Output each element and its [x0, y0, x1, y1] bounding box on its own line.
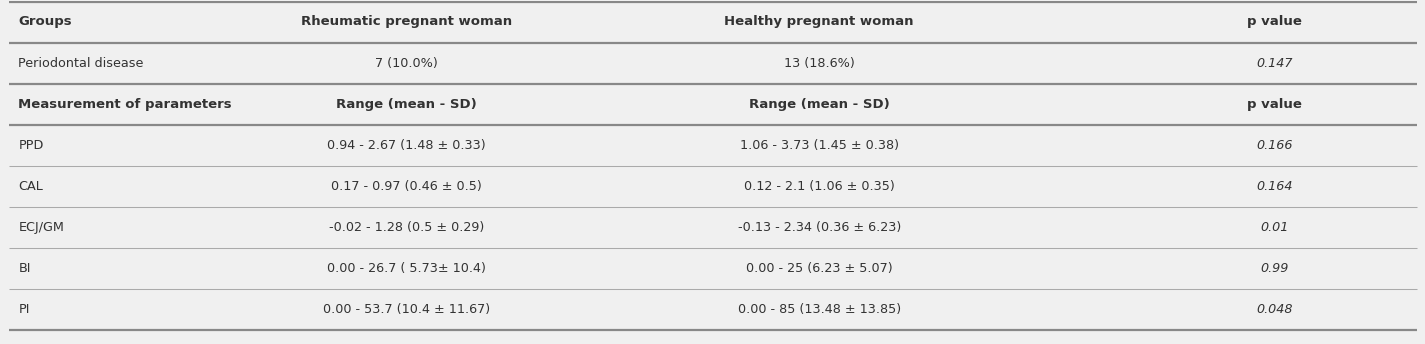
Text: 0.164: 0.164 — [1255, 180, 1292, 193]
Text: 0.048: 0.048 — [1255, 303, 1292, 316]
Text: -0.13 - 2.34 (0.36 ± 6.23): -0.13 - 2.34 (0.36 ± 6.23) — [738, 221, 901, 234]
Text: Measurement of parameters: Measurement of parameters — [19, 98, 232, 111]
Text: Healthy pregnant woman: Healthy pregnant woman — [724, 15, 913, 29]
Text: Range (mean - SD): Range (mean - SD) — [748, 98, 889, 111]
Text: PPD: PPD — [19, 139, 44, 152]
Text: 0.00 - 25 (6.23 ± 5.07): 0.00 - 25 (6.23 ± 5.07) — [745, 262, 892, 275]
Text: 0.12 - 2.1 (1.06 ± 0.35): 0.12 - 2.1 (1.06 ± 0.35) — [744, 180, 895, 193]
Text: 0.99: 0.99 — [1260, 262, 1288, 275]
Text: 0.94 - 2.67 (1.48 ± 0.33): 0.94 - 2.67 (1.48 ± 0.33) — [328, 139, 486, 152]
Text: p value: p value — [1247, 15, 1301, 29]
Text: 0.147: 0.147 — [1255, 56, 1292, 69]
Text: 1.06 - 3.73 (1.45 ± 0.38): 1.06 - 3.73 (1.45 ± 0.38) — [740, 139, 899, 152]
Text: 0.17 - 0.97 (0.46 ± 0.5): 0.17 - 0.97 (0.46 ± 0.5) — [332, 180, 482, 193]
Text: p value: p value — [1247, 98, 1301, 111]
Text: Periodontal disease: Periodontal disease — [19, 56, 144, 69]
Text: -0.02 - 1.28 (0.5 ± 0.29): -0.02 - 1.28 (0.5 ± 0.29) — [329, 221, 484, 234]
Text: Range (mean - SD): Range (mean - SD) — [336, 98, 477, 111]
Text: 0.01: 0.01 — [1260, 221, 1288, 234]
Text: 0.00 - 26.7 ( 5.73± 10.4): 0.00 - 26.7 ( 5.73± 10.4) — [328, 262, 486, 275]
Text: CAL: CAL — [19, 180, 43, 193]
Text: 0.00 - 53.7 (10.4 ± 11.67): 0.00 - 53.7 (10.4 ± 11.67) — [323, 303, 490, 316]
Text: 0.00 - 85 (13.48 ± 13.85): 0.00 - 85 (13.48 ± 13.85) — [738, 303, 901, 316]
Text: PI: PI — [19, 303, 30, 316]
Text: Groups: Groups — [19, 15, 73, 29]
Text: Rheumatic pregnant woman: Rheumatic pregnant woman — [301, 15, 512, 29]
Text: 0.166: 0.166 — [1255, 139, 1292, 152]
Text: ECJ/GM: ECJ/GM — [19, 221, 64, 234]
Text: BI: BI — [19, 262, 31, 275]
Text: 7 (10.0%): 7 (10.0%) — [375, 56, 437, 69]
Text: 13 (18.6%): 13 (18.6%) — [784, 56, 855, 69]
